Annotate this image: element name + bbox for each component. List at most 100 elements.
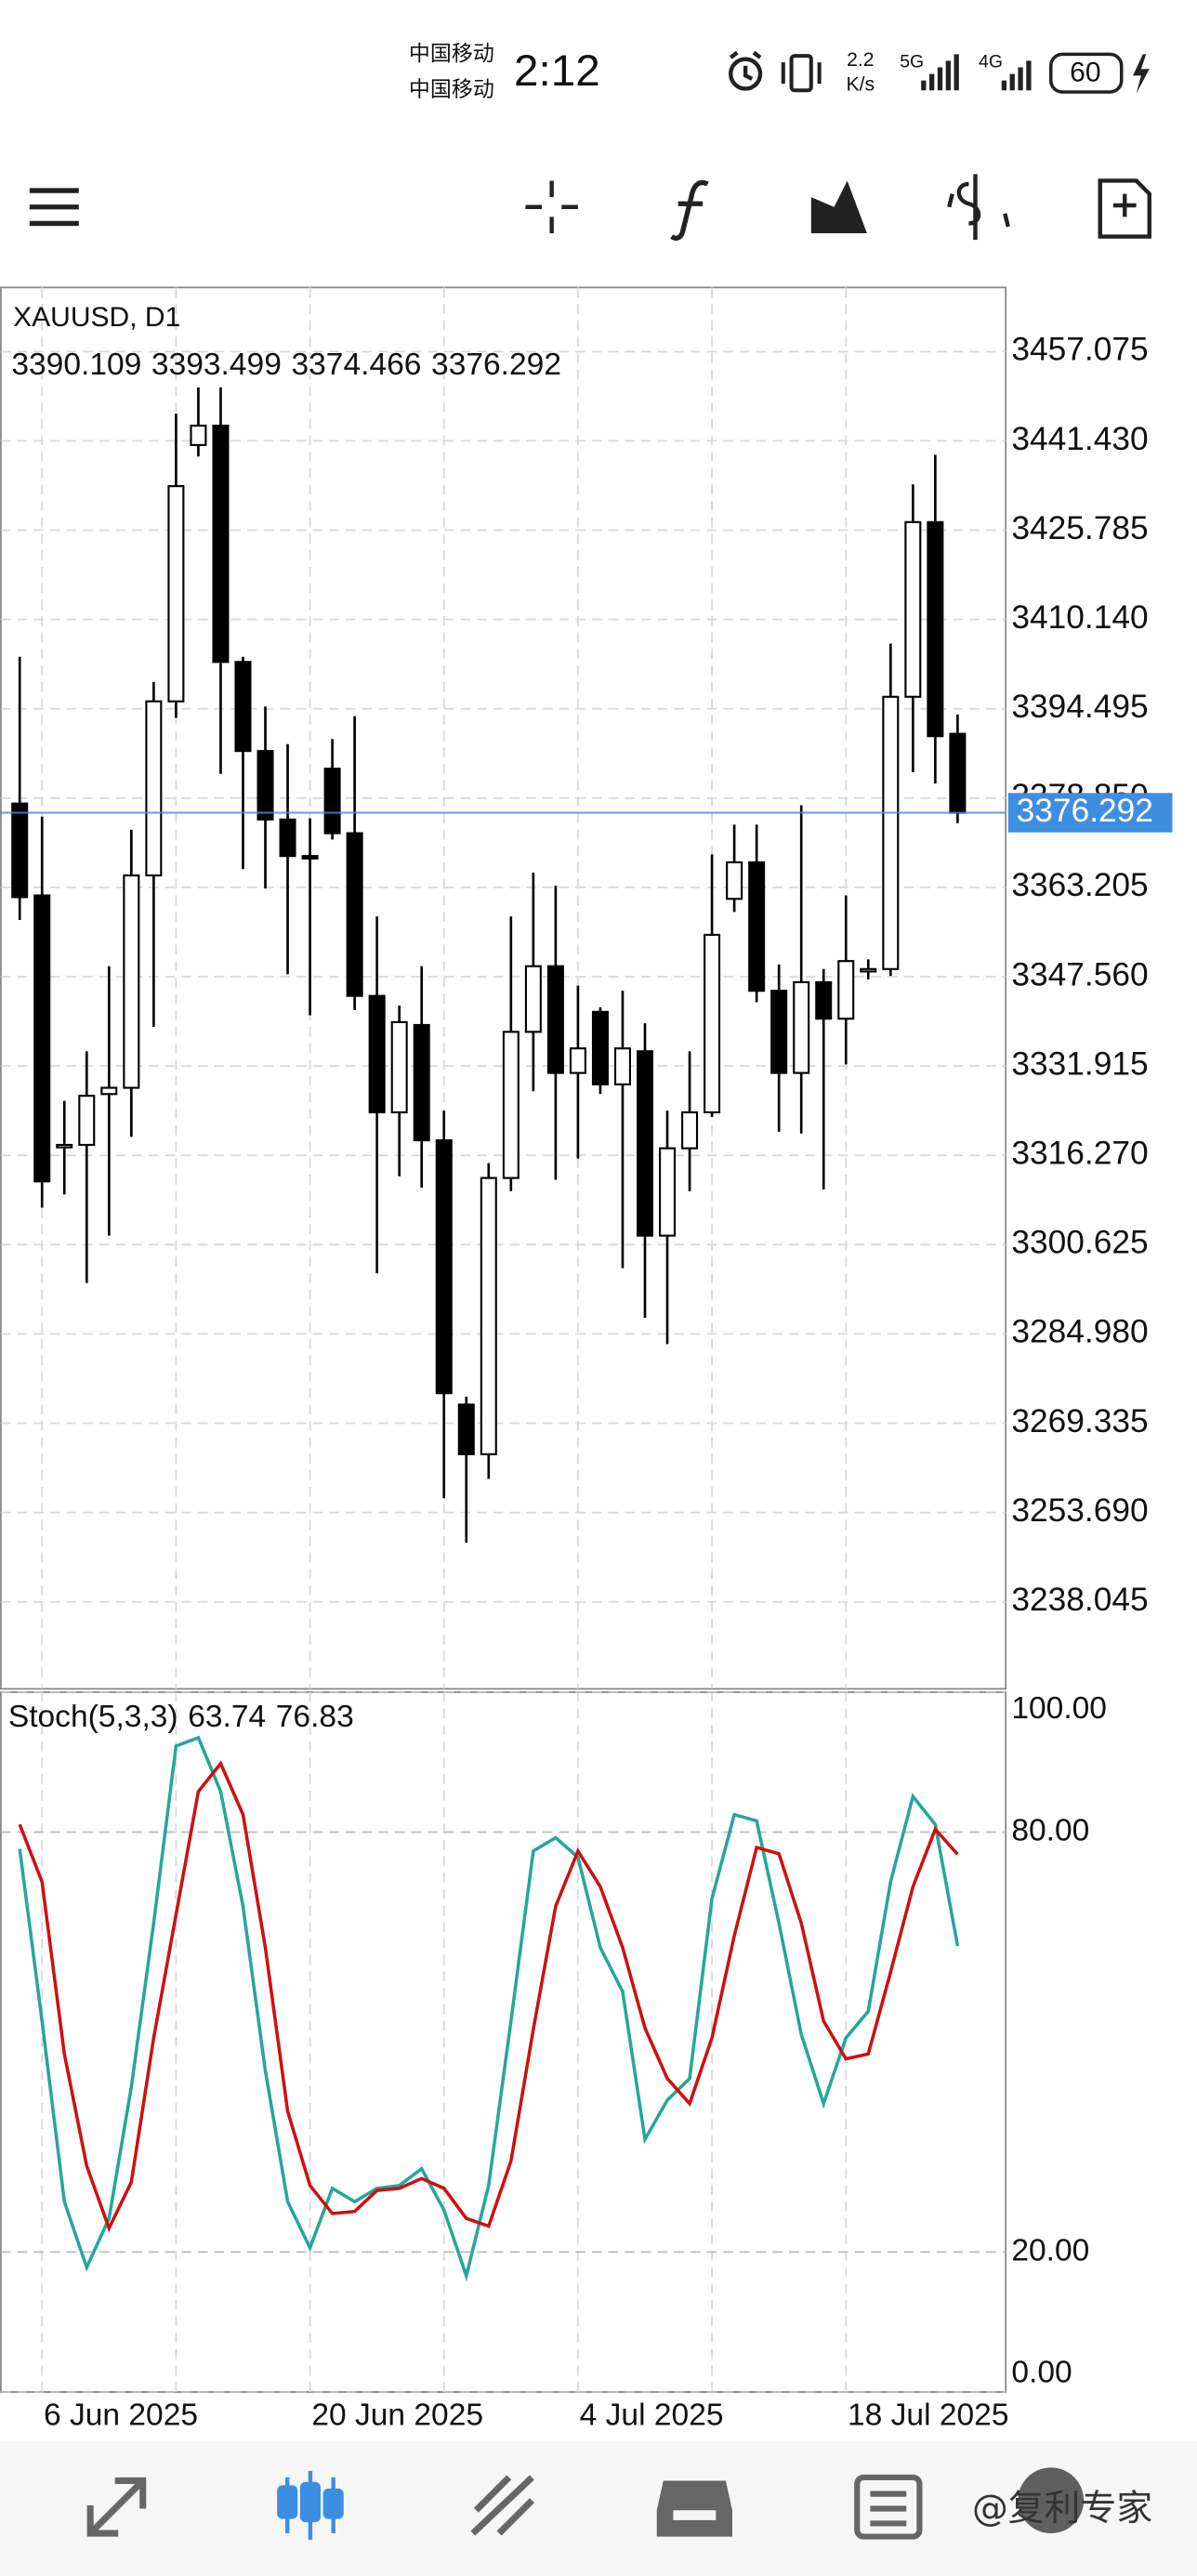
candle-body <box>346 832 363 997</box>
candle-body <box>748 861 766 992</box>
x-tick-label: 20 Jun 2025 <box>311 2398 483 2432</box>
candle-body <box>167 485 185 703</box>
stoch-chart: 0.00 20.00 80.00 100.00 6 Jun 2025 20 Jun 202… <box>0 1691 1107 2432</box>
price-label-box <box>1007 793 1173 833</box>
y-tick-label: 0.00 <box>1011 2355 1072 2389</box>
clock: 2:12 <box>514 46 600 96</box>
stoch-main: 63.74 <box>188 1700 266 1734</box>
candle-body <box>502 1031 520 1179</box>
ohlc-open: 3390.109 <box>11 348 141 382</box>
y-tick-label: 3284.980 <box>1011 1314 1148 1350</box>
candle-body <box>815 980 833 1020</box>
candle-body <box>704 933 721 1114</box>
candle-body <box>212 424 230 664</box>
menu-button[interactable] <box>29 188 79 227</box>
candle-body <box>949 732 967 814</box>
candle-body <box>569 1047 586 1074</box>
watermark: @复利专家 <box>972 2488 1152 2530</box>
candle-body <box>770 990 788 1074</box>
candle-body <box>123 874 140 1089</box>
trade-tab[interactable] <box>470 2475 534 2536</box>
candle-body <box>56 1143 73 1149</box>
new-order-button[interactable] <box>1098 178 1151 239</box>
y-tick-label: 80.00 <box>1011 1813 1089 1847</box>
vibrate-icon <box>781 54 822 93</box>
trade-button[interactable] <box>947 174 1010 241</box>
toolbar <box>29 174 1151 241</box>
news-tab[interactable] <box>854 2474 923 2540</box>
y-tick-label: 3441.430 <box>1011 421 1148 457</box>
candle-body <box>33 894 51 1183</box>
y-tick-label: 3269.335 <box>1011 1403 1148 1439</box>
candle-body <box>279 818 296 858</box>
candle-body <box>390 1020 408 1114</box>
y-tick-label: 3425.785 <box>1011 510 1148 546</box>
y-tick-label: 3347.560 <box>1011 956 1148 992</box>
carrier: 中国移动 <box>409 42 494 66</box>
crosshair-button[interactable] <box>525 180 578 234</box>
y-tick-label: 3316.270 <box>1011 1136 1148 1172</box>
candle-body <box>256 750 274 821</box>
candle-body <box>659 1147 677 1237</box>
battery-level: 60 <box>1070 57 1100 87</box>
quotes-tab[interactable] <box>86 2477 147 2537</box>
y-tick-label: 20.00 <box>1011 2233 1089 2267</box>
y-tick-label: 100.00 <box>1011 1691 1107 1726</box>
candle-body <box>78 1095 96 1147</box>
candle-body <box>681 1111 699 1150</box>
stoch-label: Stoch(5,3,3) 63.74 76.83 <box>8 1700 354 1734</box>
candle-body <box>480 1176 497 1455</box>
stoch-signal: 76.83 <box>276 1700 354 1734</box>
symbol-label: XAUUSD, D1 <box>13 302 180 333</box>
candle-body <box>927 520 944 738</box>
candle-body <box>636 1050 654 1237</box>
objects-button[interactable] <box>810 180 867 234</box>
indicators-button[interactable] <box>670 179 709 241</box>
price-panel <box>0 286 1007 1690</box>
stoch-line <box>18 1735 960 2282</box>
net-speed-unit: K/s <box>846 74 875 96</box>
candle-body <box>904 520 922 698</box>
ohlc-label: 3390.109 3393.499 3374.466 3376.292 <box>11 348 561 382</box>
price-chart: 3457.075 3441.430 3425.785 3410.140 3394.495… <box>0 287 1173 1689</box>
candle-body <box>435 1139 453 1395</box>
candle-body <box>613 1047 631 1085</box>
charging-icon <box>1133 54 1150 94</box>
candle-body <box>145 700 163 877</box>
carrier: 中国移动 <box>409 78 494 102</box>
candle-body <box>457 1403 475 1455</box>
candle-body <box>234 661 252 753</box>
candle-body <box>301 855 319 860</box>
signal-icon <box>921 54 959 91</box>
y-tick-label: 3238.045 <box>1011 1582 1148 1618</box>
x-tick-label: 4 Jul 2025 <box>580 2398 724 2432</box>
x-tick-label: 18 Jul 2025 <box>848 2398 1009 2432</box>
candle-body <box>882 695 900 970</box>
candle-body <box>837 960 855 1020</box>
battery-icon <box>1048 52 1124 94</box>
candle-body <box>546 965 564 1074</box>
x-tick-label: 6 Jun 2025 <box>44 2398 198 2432</box>
ohlc-low: 3374.466 <box>291 348 421 382</box>
candle-body <box>860 967 877 973</box>
candle-body <box>11 802 29 899</box>
candle-body <box>368 994 386 1114</box>
network-type: 5G <box>900 51 924 72</box>
candle-body <box>726 861 743 900</box>
ohlc-high: 3393.499 <box>151 348 282 382</box>
ohlc-close: 3376.292 <box>431 348 561 382</box>
y-tick-label: 3300.625 <box>1011 1225 1148 1261</box>
y-tick-label: 3457.075 <box>1011 332 1148 368</box>
watermark-logo <box>1018 2467 1085 2534</box>
history-tab[interactable] <box>656 2480 732 2537</box>
candle-body <box>100 1086 118 1096</box>
charts-tab[interactable] <box>277 2470 344 2541</box>
net-speed: 2.2 <box>847 49 874 71</box>
alarm-icon <box>729 50 763 91</box>
candle-body <box>413 1023 430 1142</box>
candle-body <box>591 1010 609 1085</box>
signal-icon <box>1001 60 1032 91</box>
candle-body <box>190 424 207 446</box>
